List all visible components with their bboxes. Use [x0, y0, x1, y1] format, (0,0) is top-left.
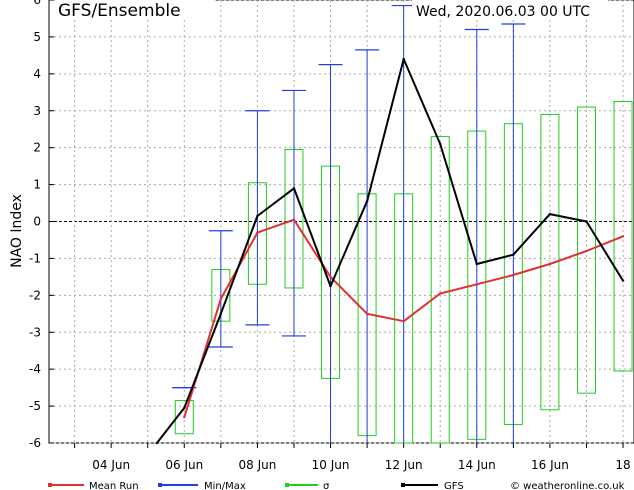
- gfs-point: [621, 279, 625, 282]
- gfs-point: [292, 187, 296, 190]
- gfs-point: [329, 284, 332, 288]
- mean-run-point: [402, 319, 405, 323]
- y-tick-label: 4: [33, 67, 41, 81]
- x-tick-label: 04 Jun: [92, 458, 130, 472]
- y-tick-label: -2: [29, 288, 41, 302]
- y-tick-label: -5: [29, 399, 41, 413]
- mean-run-point: [548, 262, 552, 266]
- legend-minmax-label: Min/Max: [204, 481, 246, 490]
- y-tick-labels: -6 -5 -4 -3 -2 -1 0 1 2 3 4 5 6: [29, 0, 41, 450]
- y-tick-label: 2: [33, 141, 41, 155]
- y-tick-label: -6: [29, 436, 41, 450]
- gfs-point: [219, 312, 223, 315]
- y-tick-label: 0: [33, 215, 41, 229]
- mean-run-point: [256, 231, 259, 234]
- y-tick-label: 6: [33, 0, 41, 7]
- chart-timestamp: Wed, 2020.06.03 00 UTC: [416, 4, 590, 20]
- mean-run-point: [475, 283, 478, 286]
- mean-run-point: [365, 312, 369, 315]
- sigma-box: [613, 101, 633, 372]
- y-tick-label: 3: [33, 104, 41, 118]
- credit-text: © weatheronline.co.uk: [510, 481, 625, 490]
- legend-sigma-label: σ: [323, 481, 330, 490]
- mean-run-point: [329, 275, 332, 279]
- y-tick-label: -4: [29, 362, 41, 376]
- legend-minmax-marker: [158, 483, 162, 487]
- gfs-point: [402, 57, 405, 61]
- chart-title: GFS/Ensemble: [58, 1, 181, 21]
- legend: Mean Run Min/Max σ GFS © weatheronline.c…: [48, 481, 625, 490]
- mean-run-point: [219, 297, 223, 301]
- legend-sigma-marker: [285, 483, 289, 487]
- sigma-box: [576, 106, 596, 394]
- x-tick-labels: 04 Jun 06 Jun 08 Jun 10 Jun 12 Jun 14 Jun 16 J…: [92, 458, 630, 472]
- x-tick-label: 10 Jun: [312, 458, 350, 472]
- y-tick-label: -3: [29, 325, 41, 339]
- x-tick-label: 12 Jun: [385, 458, 423, 472]
- mean-run-point: [621, 235, 625, 238]
- mean-run-point: [439, 292, 442, 295]
- gfs-point: [155, 441, 159, 445]
- timestamp-background: [412, 0, 608, 20]
- gfs-point: [439, 142, 442, 146]
- mean-run-point: [183, 415, 186, 419]
- x-tick-label: 18: [615, 458, 630, 472]
- mean-run-point: [585, 249, 588, 253]
- y-tick-label: -1: [29, 251, 41, 265]
- x-tick-label: 08 Jun: [238, 458, 276, 472]
- y-tick-label: 1: [33, 178, 41, 192]
- legend-gfs-label: GFS: [444, 481, 464, 490]
- title-background: [55, 0, 215, 20]
- x-tick-label: 06 Jun: [165, 458, 203, 472]
- gfs-line: [156, 58, 624, 444]
- legend-mean-label: Mean Run: [89, 481, 139, 490]
- y-tick-label: 5: [33, 30, 41, 44]
- sigma-box: [540, 113, 560, 411]
- gfs-point: [183, 406, 186, 410]
- gfs-point: [512, 253, 515, 256]
- y-axis-label: NAO Index: [9, 194, 25, 268]
- gfs-point: [585, 220, 588, 223]
- sigma-box: [430, 136, 450, 444]
- mean-run-point: [292, 218, 296, 221]
- x-tick-label: 16 Jun: [531, 458, 569, 472]
- gfs-point: [475, 262, 478, 266]
- x-tick-label: 14 Jun: [458, 458, 496, 472]
- gfs-point: [256, 214, 259, 218]
- sigma-box: [174, 400, 194, 435]
- legend-mean-marker: [48, 483, 52, 487]
- mean-run-point: [512, 273, 515, 277]
- gfs-point: [548, 212, 552, 216]
- legend-gfs-marker: [401, 483, 405, 487]
- series-lines: [155, 57, 625, 445]
- gfs-point: [365, 199, 369, 203]
- minmax-whiskers: [172, 4, 526, 443]
